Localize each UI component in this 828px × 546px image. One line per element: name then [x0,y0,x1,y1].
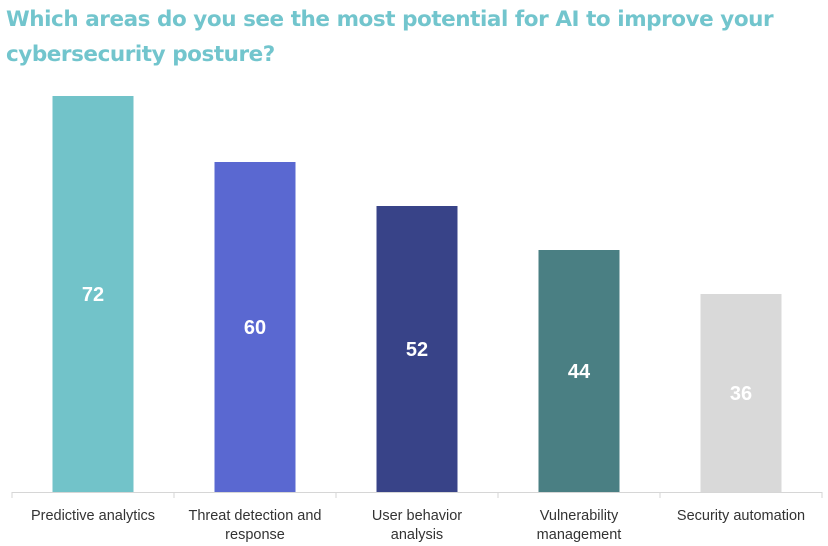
bar [214,162,296,492]
bar [700,294,782,492]
chart-title: Which areas do you see the most potentia… [6,7,774,67]
bar [52,96,134,492]
bar-value-label: 44 [568,361,591,383]
category-label: Predictive analytics [31,508,155,524]
category-label: Security automation [677,508,805,524]
bar [538,250,620,492]
bar-value-label: 36 [730,383,752,405]
category-label: Vulnerability management [537,508,622,543]
category-label: User behavior analysis [372,508,462,543]
bar [376,206,458,492]
bar-value-label: 52 [406,339,428,361]
bar-value-label: 60 [244,317,266,339]
bar-value-label: 72 [82,284,104,306]
category-label: Threat detection and response [188,508,321,543]
